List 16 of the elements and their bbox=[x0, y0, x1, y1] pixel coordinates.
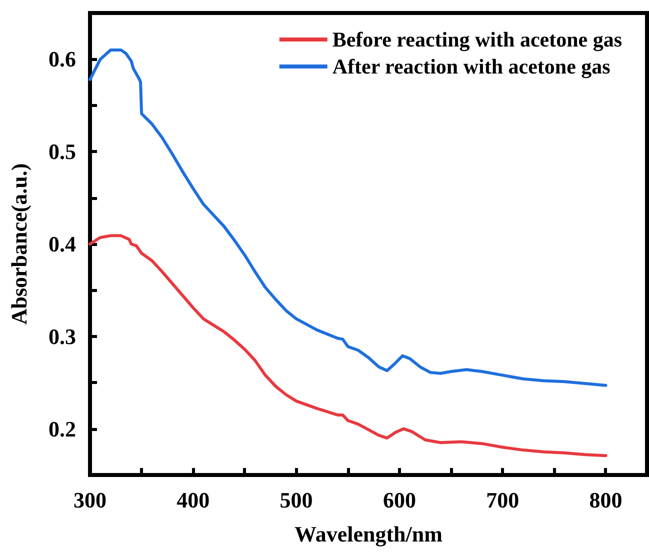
legend-label: After reaction with acetone gas bbox=[332, 54, 610, 78]
x-tick-label: 500 bbox=[280, 488, 313, 512]
x-axis-title: Wavelength/nm bbox=[294, 522, 442, 546]
y-tick-label: 0.5 bbox=[48, 139, 76, 164]
x-tick-label: 600 bbox=[382, 488, 416, 512]
line-series bbox=[88, 234, 608, 458]
x-tick-label: 700 bbox=[486, 488, 520, 512]
y-tick-label: 0.4 bbox=[48, 232, 76, 256]
y-axis-title: Absorbance(a.u.) bbox=[6, 163, 32, 325]
x-tick-label: 800 bbox=[589, 488, 622, 512]
x-tick-label: 300 bbox=[74, 488, 106, 512]
y-tick-label: 0.3 bbox=[48, 324, 76, 349]
legend-label: Before reacting with acetone gas bbox=[332, 28, 622, 52]
y-tick-label: 0.6 bbox=[48, 46, 76, 72]
y-tick-label: 0.2 bbox=[48, 416, 76, 442]
x-tick-label: 400 bbox=[176, 488, 210, 512]
